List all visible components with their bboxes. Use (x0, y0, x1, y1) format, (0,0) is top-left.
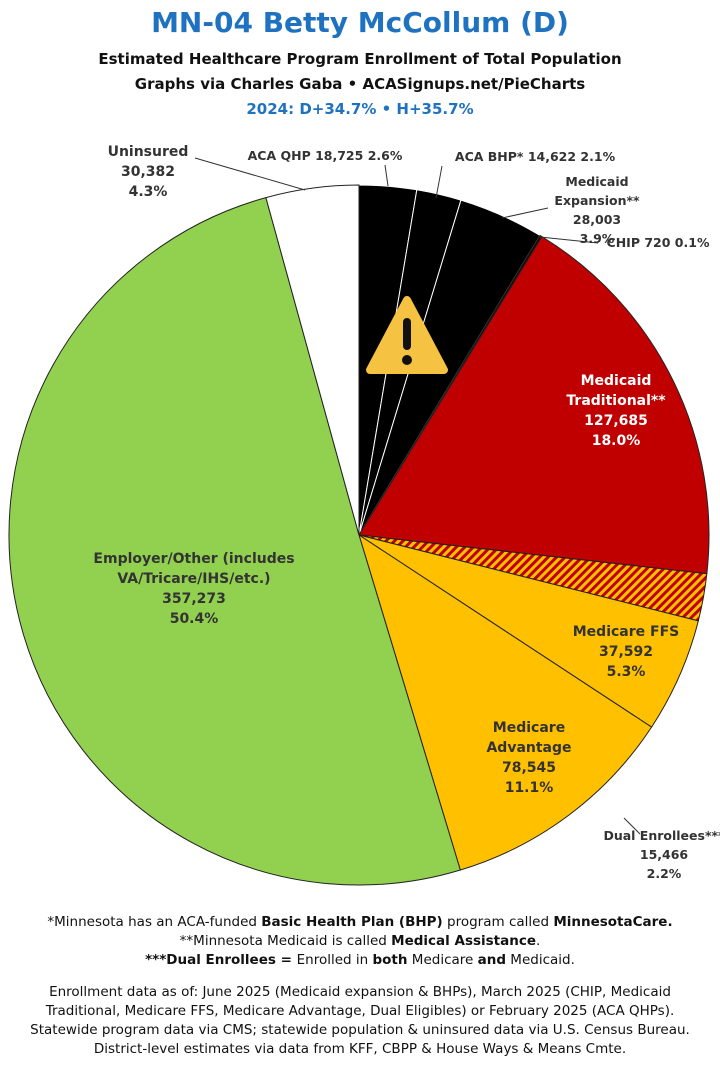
value-label: 720 (644, 235, 671, 250)
category-label: Dual Enrollees*** (603, 828, 720, 843)
leader-line (384, 164, 389, 187)
value-label: 30,382 (120, 164, 176, 180)
slice-label: Medicaid Traditional** 127,685 18.0% (541, 371, 691, 451)
percent-label: 18.0% (591, 433, 641, 449)
value-label: 15,466 (639, 847, 689, 862)
leader-line (539, 236, 599, 244)
footnote-text: **Minnesota Medicaid is called (179, 933, 392, 949)
percent-label: 0.1% (674, 235, 710, 250)
slice-label: Uninsured 30,382 4.3% (93, 142, 203, 202)
subtitle: Estimated Healthcare Program Enrollment … (98, 50, 622, 68)
percent-label: 3.9% (579, 231, 615, 246)
slice (265, 184, 360, 536)
category-label: CHIP (606, 235, 640, 250)
percent-label: 50.4% (169, 611, 219, 627)
slice-label: ACA BHP* 14,622 2.1% (385, 147, 685, 166)
value-label: 357,273 (162, 591, 226, 607)
leaders (194, 157, 641, 835)
footnote-text: Medical Assistance (391, 933, 537, 949)
percent-label: 4.3% (128, 184, 168, 200)
note: 2024: D+34.7% • H+35.7% (246, 100, 474, 118)
value-label: 14,622 (527, 149, 577, 164)
footnote-text: and (477, 952, 507, 968)
footnote-text: . (536, 933, 541, 949)
slice-label: Medicare FFS 37,592 5.3% (561, 622, 691, 682)
value-label: 18,725 (315, 148, 364, 163)
sources: Enrollment data as of: June 2025 (Medica… (10, 983, 710, 1059)
slice-label: Medicare Advantage 78,545 11.1% (474, 718, 584, 798)
chart-title: MN-04 Betty McCollum (D) (151, 6, 569, 39)
category-label: Employer/Other (includes VA/Tricare/IHS/… (93, 551, 295, 587)
footnote-text: both (372, 952, 408, 968)
leader-line (501, 207, 549, 219)
warning-icon (366, 296, 448, 374)
category-label: Medicaid Traditional** (566, 373, 666, 409)
slice (358, 533, 653, 871)
chart (8, 157, 710, 886)
percent-label: 2.6% (367, 148, 403, 163)
slice-label: Medicaid Expansion** 28,003 3.9% (542, 172, 652, 248)
source-line: Enrollment data as of: June 2025 (Medica… (45, 984, 675, 1019)
percent-label: 2.2% (646, 866, 682, 881)
value-label: 127,685 (584, 413, 648, 429)
footnotes: *Minnesota has an ACA-funded Basic Healt… (0, 913, 720, 970)
category-label: Medicare Advantage (486, 720, 572, 756)
leader-line (435, 165, 443, 199)
footnote: **Minnesota Medicaid is called Medical A… (0, 932, 720, 951)
footnote: *Minnesota has an ACA-funded Basic Healt… (0, 913, 720, 932)
footnote-text: Medicaid. (506, 952, 575, 968)
percent-label: 5.3% (606, 664, 646, 680)
slice (8, 196, 461, 886)
category-label: ACA QHP (247, 148, 311, 163)
footnote-text: *Minnesota has an ACA-funded (47, 914, 262, 930)
slice (358, 235, 710, 575)
footnote-text: Basic Health Plan (BHP) (261, 914, 443, 930)
leader-line (194, 157, 306, 191)
source-line: District-level estimates via data from K… (93, 1041, 627, 1057)
slice-label: CHIP 720 0.1% (558, 233, 720, 252)
category-label: Medicare FFS (572, 624, 680, 640)
footnote: ***Dual Enrollees = Enrolled in both Med… (0, 951, 720, 970)
percent-label: 11.1% (504, 780, 554, 796)
slice-label: Employer/Other (includes VA/Tricare/IHS/… (64, 549, 324, 629)
slices (8, 184, 710, 886)
slice-label: Dual Enrollees*** 15,466 2.2% (584, 826, 720, 883)
percent-label: 2.1% (580, 149, 616, 164)
value-label: 78,545 (501, 760, 557, 776)
category-label: Medicaid Expansion** (554, 174, 640, 208)
slice-label: ACA QHP 18,725 2.6% (175, 146, 475, 165)
source-line: Statewide program data via CMS; statewid… (30, 1022, 690, 1038)
footnote-text: MinnesotaCare. (553, 914, 673, 930)
footnote-text: ***Dual Enrollees = (145, 952, 297, 968)
leader-line (623, 817, 641, 835)
value-label: 28,003 (572, 212, 622, 227)
subtitle: Graphs via Charles Gaba • ACASignups.net… (134, 75, 586, 93)
footnote-text: Medicare (407, 952, 478, 968)
category-label: Uninsured (107, 144, 189, 160)
footnote-text: Enrolled in (296, 952, 373, 968)
footnote-text: program called (442, 914, 554, 930)
category-label: ACA BHP* (454, 149, 524, 164)
value-label: 37,592 (598, 644, 654, 660)
